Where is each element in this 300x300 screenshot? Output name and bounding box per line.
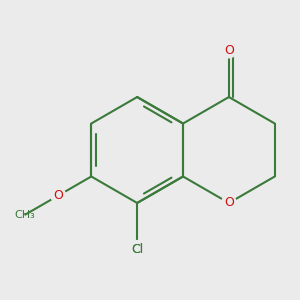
- Text: O: O: [224, 196, 234, 209]
- Text: Cl: Cl: [131, 243, 143, 256]
- Circle shape: [51, 188, 66, 203]
- Text: O: O: [224, 44, 234, 57]
- Circle shape: [221, 196, 236, 210]
- Text: O: O: [53, 189, 63, 202]
- Text: CH₃: CH₃: [15, 210, 36, 220]
- Text: Cl: Cl: [131, 243, 143, 256]
- Circle shape: [128, 241, 146, 259]
- Circle shape: [221, 43, 236, 58]
